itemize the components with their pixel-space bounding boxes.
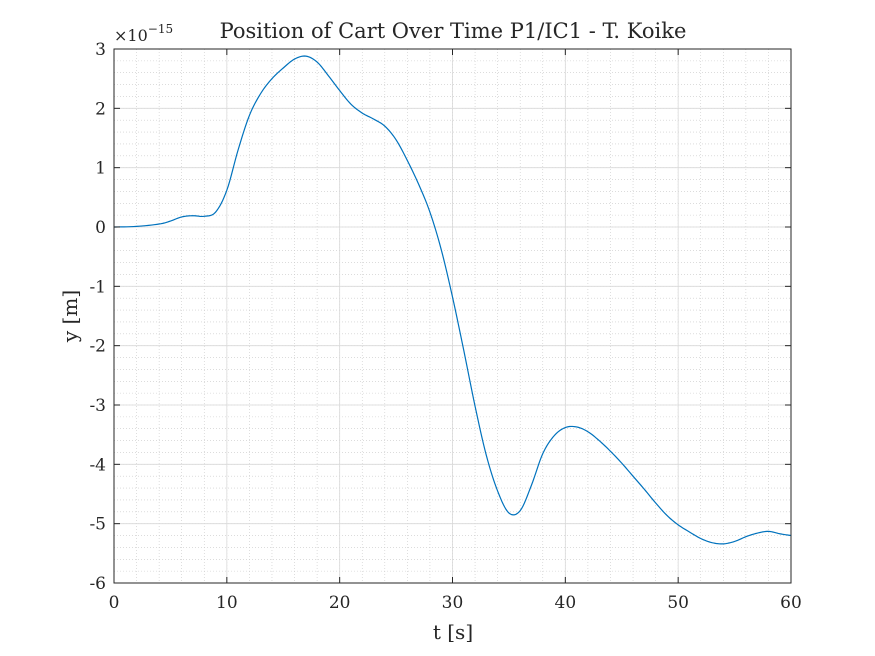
tick-marks	[113, 48, 792, 584]
x-tick-label: 10	[216, 593, 238, 613]
x-tick-label: 60	[780, 593, 802, 613]
x-tick-label: 30	[442, 593, 464, 613]
x-tick-label: 50	[667, 593, 689, 613]
y-tick-label: 3	[95, 40, 106, 60]
y-tick-label: -3	[89, 396, 106, 416]
series-line	[113, 55, 792, 545]
y-tick-label: -2	[89, 337, 106, 357]
y-axis-label: y [m]	[58, 290, 82, 343]
y-exponent-power: −15	[148, 22, 173, 36]
y-exponent-label: ×10−15	[114, 22, 173, 45]
y-tick-label: -6	[89, 574, 106, 594]
y-tick-label: 0	[95, 218, 106, 238]
y-tick-label: 2	[95, 99, 106, 119]
y-tick-labels: -6 -5 -4 -3 -2 -1 0 1 2 3	[89, 40, 106, 594]
y-exponent-base: ×10	[114, 26, 148, 45]
y-tick-label: -5	[89, 515, 106, 535]
y-tick-label: -4	[89, 455, 106, 475]
y-tick-label: 1	[95, 159, 106, 179]
chart-title: Position of Cart Over Time P1/IC1 - T. K…	[220, 19, 687, 43]
x-axis-label: t [s]	[433, 620, 473, 644]
x-tick-label: 40	[555, 593, 577, 613]
y-tick-label: -1	[89, 277, 106, 297]
x-tick-label: 20	[329, 593, 351, 613]
x-tick-label: 0	[109, 593, 120, 613]
x-tick-labels: 0 10 20 30 40 50 60	[109, 593, 802, 613]
